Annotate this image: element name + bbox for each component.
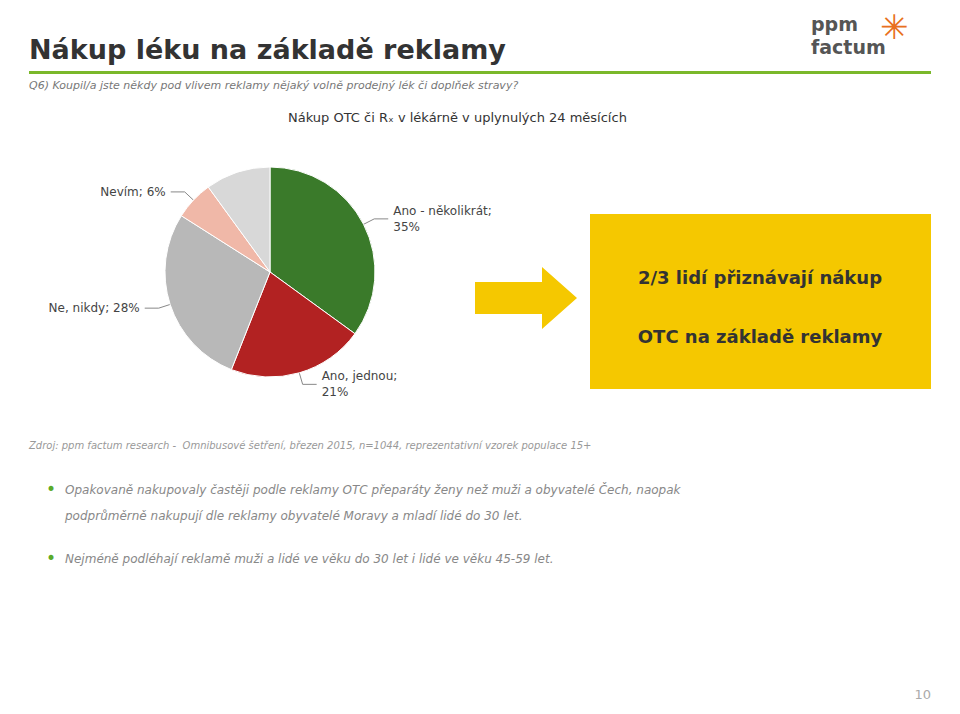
svg-text:factum: factum: [811, 36, 886, 58]
svg-text:Ano, jednou;: Ano, jednou;: [322, 369, 398, 383]
svg-text:Q6) Koupil/a jste někdy pod vl: Q6) Koupil/a jste někdy pod vlivem rekla…: [29, 79, 518, 92]
svg-text:2/3 lidí přiznávají nákup: 2/3 lidí přiznávají nákup: [638, 267, 882, 288]
svg-text:10: 10: [914, 687, 931, 702]
svg-text:Nevím; 6%: Nevím; 6%: [100, 185, 165, 199]
svg-text:Opakovaně nakupovaly častěji p: Opakovaně nakupovaly častěji podle rekla…: [65, 482, 682, 497]
svg-text:Zdroj: ppm factum research -: Zdroj: ppm factum research - Omnibusové …: [28, 440, 592, 451]
svg-text:✳: ✳: [880, 7, 909, 47]
svg-text:Ano - několikrát;: Ano - několikrát;: [393, 204, 492, 218]
svg-text:Ne, nikdy; 28%: Ne, nikdy; 28%: [49, 301, 140, 315]
svg-text:Nákup léku na základě reklamy: Nákup léku na základě reklamy: [29, 34, 506, 65]
svg-text:21%: 21%: [322, 385, 349, 399]
svg-text:OTC na základě reklamy: OTC na základě reklamy: [638, 326, 883, 347]
svg-text:35%: 35%: [393, 220, 420, 234]
svg-text:Nákup OTC či Rₓ v lékárně v up: Nákup OTC či Rₓ v lékárně v uplynulých 2…: [288, 110, 627, 125]
svg-text:•: •: [46, 479, 56, 499]
svg-text:podprůměrně nakupují dle rekla: podprůměrně nakupují dle reklamy obyvate…: [64, 509, 523, 523]
svg-text:•: •: [46, 548, 56, 568]
svg-text:ppm: ppm: [811, 13, 858, 35]
svg-text:Nejméně podléhají reklamě muži: Nejméně podléhají reklamě muži a lidé ve…: [65, 552, 553, 566]
